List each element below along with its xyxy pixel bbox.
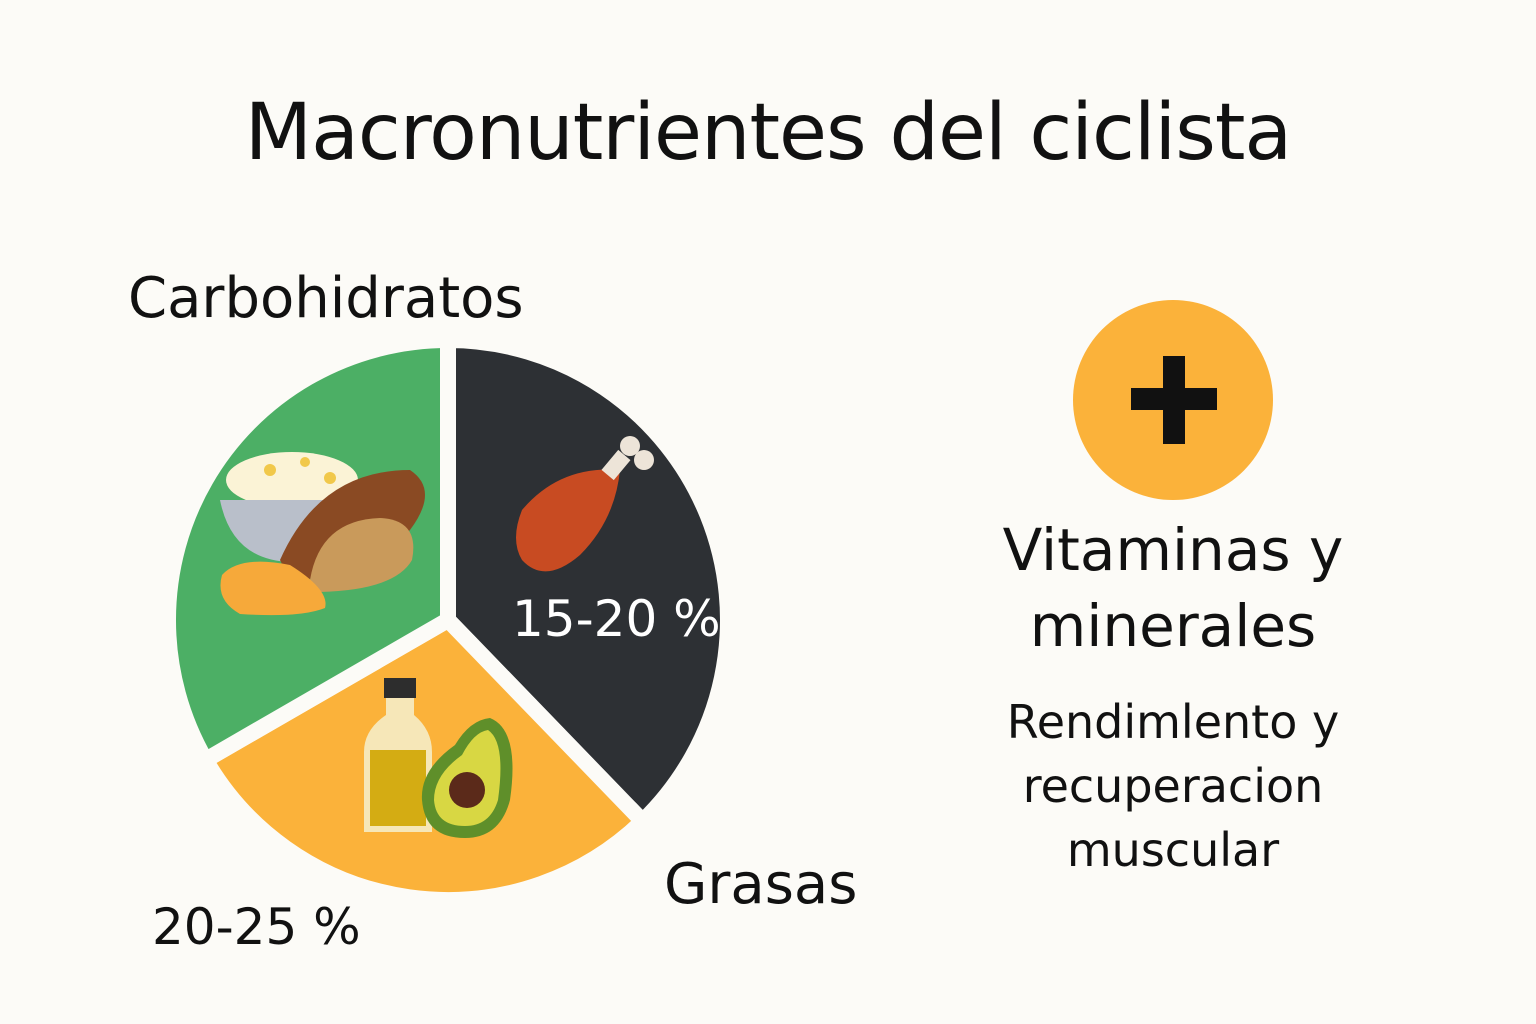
plus-badge	[1073, 300, 1273, 500]
pie-slice-protein	[440, 332, 736, 830]
fats-percent-label: 20-25 %	[152, 898, 361, 956]
page-title: Macronutrientes del ciclista	[244, 88, 1292, 178]
oil-bottle-icon	[364, 678, 432, 832]
protein-percent-label: 15-20 %	[512, 590, 721, 648]
vitamins-heading: Vitaminas y minerales	[1002, 516, 1344, 660]
vitamins-description: Rendimlento y recuperacion muscular	[1006, 695, 1340, 877]
chicken-drumstick-icon	[516, 436, 654, 572]
plus-icon	[1131, 356, 1217, 444]
fats-label: Grasas	[664, 852, 858, 917]
avocado-icon	[421, 718, 513, 838]
carbs-label: Carbohidratos	[128, 266, 524, 331]
sweet-potato-icon	[220, 470, 425, 616]
